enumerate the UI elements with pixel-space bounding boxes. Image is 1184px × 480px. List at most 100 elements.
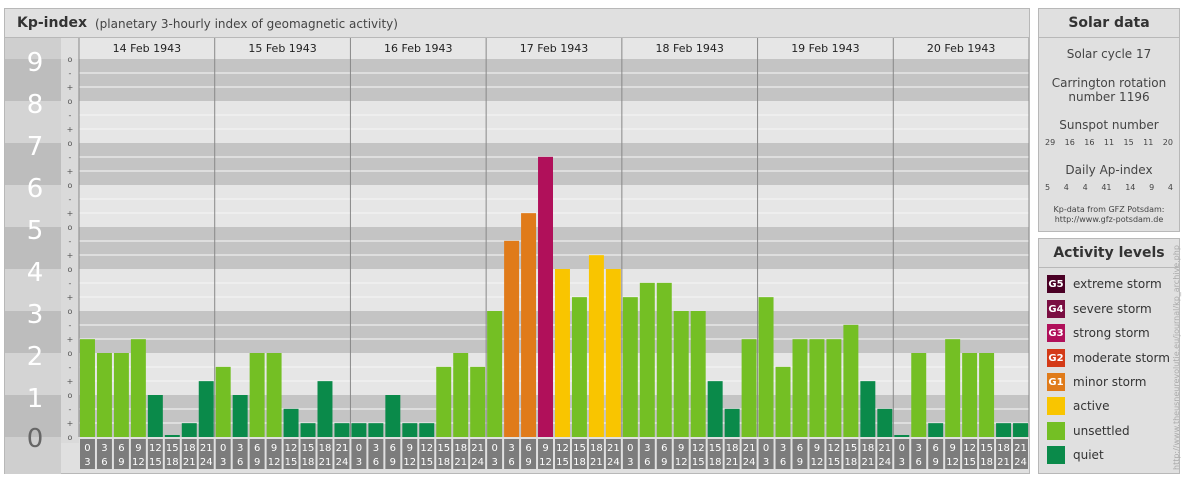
time-slot-start: 0 xyxy=(899,443,905,454)
time-slot-cell xyxy=(741,439,757,469)
time-slot-cell xyxy=(504,439,520,469)
kp-bar xyxy=(351,423,367,437)
day-label: 14 Feb 1943 xyxy=(113,42,181,55)
ap-value: 4 xyxy=(1082,183,1088,192)
day-label: 20 Feb 1943 xyxy=(927,42,995,55)
kp-bar xyxy=(113,353,129,437)
kp-bar xyxy=(945,339,961,437)
time-slot-end: 9 xyxy=(933,457,939,468)
legend-label: active xyxy=(1073,399,1110,413)
time-slot-start: 15 xyxy=(302,443,315,454)
time-slot-end: 6 xyxy=(237,457,243,468)
data-source-line1: Kp-data from GFZ Potsdam: xyxy=(1053,205,1165,214)
time-slot-cell xyxy=(164,439,180,469)
legend-label: quiet xyxy=(1073,448,1104,462)
time-slot-cell xyxy=(283,439,299,469)
time-slot-start: 9 xyxy=(271,443,277,454)
time-slot-cell xyxy=(809,439,825,469)
sub-tick-label: - xyxy=(69,153,72,162)
kp-bar xyxy=(843,324,859,437)
time-slot-start: 15 xyxy=(845,443,858,454)
y-tick-label: 8 xyxy=(27,90,44,120)
time-slot-end: 21 xyxy=(183,457,196,468)
activity-levels-title: Activity levels xyxy=(1053,245,1165,261)
kp-bar xyxy=(453,353,469,437)
time-slot-start: 9 xyxy=(814,443,820,454)
y-tick-label: 3 xyxy=(27,300,44,330)
time-slot-cell xyxy=(351,439,367,469)
sub-tick-label: - xyxy=(69,111,72,120)
y-band-label-bg xyxy=(5,269,61,311)
sub-tick-label: - xyxy=(69,279,72,288)
time-slot-start: 18 xyxy=(590,443,603,454)
kp-bar xyxy=(979,353,995,437)
sunspot-value: 16 xyxy=(1064,138,1075,147)
kp-bar xyxy=(419,423,435,437)
time-slot-start: 6 xyxy=(390,443,396,454)
time-slot-start: 3 xyxy=(237,443,243,454)
sub-tick-label: + xyxy=(67,209,74,218)
kp-bar xyxy=(96,353,112,437)
time-slot-cell xyxy=(911,439,927,469)
kp-bar xyxy=(538,156,553,438)
time-slot-end: 9 xyxy=(118,457,124,468)
time-slot-end: 12 xyxy=(811,457,824,468)
time-slot-start: 18 xyxy=(183,443,196,454)
kp-chart-header: Kp-index (planetary 3-hourly index of ge… xyxy=(5,9,1029,38)
time-slot-cell xyxy=(588,439,604,469)
time-slot-end: 9 xyxy=(797,457,803,468)
sub-tick-label: + xyxy=(67,377,74,386)
time-slot-start: 9 xyxy=(407,443,413,454)
time-slot-start: 9 xyxy=(678,443,684,454)
time-slot-end: 15 xyxy=(692,457,705,468)
time-slot-cell xyxy=(690,439,706,469)
time-slot-start: 9 xyxy=(949,443,955,454)
ap-value: 9 xyxy=(1149,183,1155,192)
time-slot-cell xyxy=(487,439,503,469)
time-slot-cell xyxy=(656,439,672,469)
activity-levels-header: Activity levels xyxy=(1039,239,1179,268)
chart-title: Kp-index xyxy=(17,15,87,31)
kp-bar xyxy=(402,423,418,437)
time-slot-end: 21 xyxy=(590,457,603,468)
sub-tick-label: o xyxy=(68,307,73,316)
legend-swatch xyxy=(1047,446,1065,464)
kp-bar xyxy=(368,423,384,437)
time-slot-start: 12 xyxy=(692,443,705,454)
ap-index-values: 5 4 4 41 14 9 4 xyxy=(1045,183,1173,192)
y-band xyxy=(79,143,1029,185)
y-tick-label: 9 xyxy=(27,48,44,78)
time-slot-cell xyxy=(334,439,350,469)
source-watermark: http://www.theusneurevolutie.eu/journal/… xyxy=(1172,245,1181,470)
time-slot-start: 21 xyxy=(607,443,620,454)
time-slot-end: 6 xyxy=(780,457,786,468)
time-slot-end: 21 xyxy=(861,457,874,468)
time-slot-end: 15 xyxy=(149,457,162,468)
data-source-link[interactable]: http://www.gfz-potsdam.de xyxy=(1054,215,1164,224)
time-slot-end: 6 xyxy=(373,457,379,468)
time-slot-cell xyxy=(113,439,129,469)
sub-tick-label: - xyxy=(69,237,72,246)
solar-data-title: Solar data xyxy=(1068,15,1150,31)
time-slot-cell xyxy=(826,439,842,469)
time-slot-start: 0 xyxy=(220,443,226,454)
time-slot-cell xyxy=(419,439,435,469)
time-slot-end: 12 xyxy=(132,457,145,468)
ap-value: 4 xyxy=(1063,183,1069,192)
activity-levels-panel: Activity levels G5 extreme storm G4 seve… xyxy=(1038,238,1180,474)
sub-tick-label: - xyxy=(69,405,72,414)
sunspot-value: 15 xyxy=(1123,138,1134,147)
time-slot-cell xyxy=(843,439,859,469)
time-slot-cell xyxy=(80,439,95,469)
time-slot-cell xyxy=(147,439,163,469)
legend-label: strong storm xyxy=(1073,326,1150,340)
sub-tick-label: + xyxy=(67,125,74,134)
time-slot-start: 3 xyxy=(916,443,922,454)
kp-bar xyxy=(1013,423,1028,437)
kp-bar xyxy=(181,423,197,437)
y-band-label-bg xyxy=(5,185,61,227)
sub-tick-label: - xyxy=(69,321,72,330)
time-slot-cell xyxy=(181,439,197,469)
carrington-rotation-line2: number 1196 xyxy=(1068,90,1150,104)
kp-bar xyxy=(470,366,486,437)
